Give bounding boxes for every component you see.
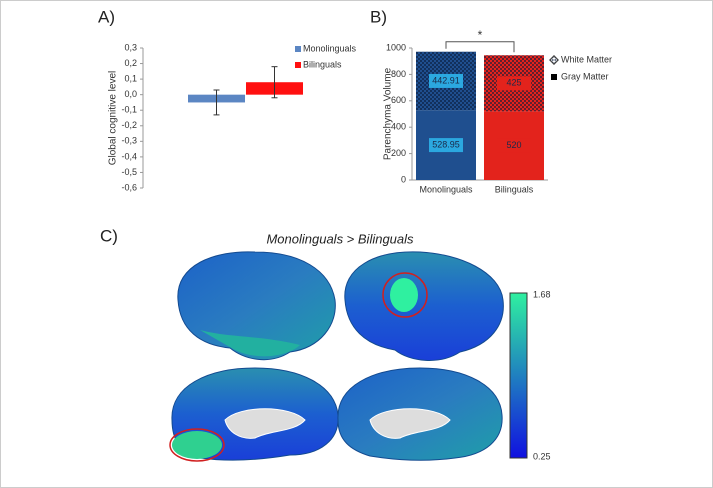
panel-label: C) — [100, 226, 118, 245]
legend-swatch — [551, 74, 557, 80]
y-tick-label: -0,3 — [121, 136, 137, 146]
data-label-box — [429, 73, 463, 88]
legend-label: White Matter — [561, 54, 612, 64]
data-label-box — [497, 76, 531, 91]
colorbar-min-label: 0.25 — [533, 451, 551, 461]
highlight-circle — [382, 272, 428, 318]
data-label: 520 — [506, 140, 521, 150]
brain-region — [172, 431, 222, 459]
y-tick-label: 200 — [391, 148, 406, 158]
y-tick-label: 600 — [391, 95, 406, 105]
y-tick-label: 0,3 — [124, 42, 137, 52]
y-tick-label: -0,2 — [121, 120, 137, 130]
data-label: 442.91 — [432, 75, 460, 85]
data-label: 528.95 — [432, 139, 460, 149]
y-tick-label: 400 — [391, 122, 406, 132]
x-tick-label: Bilinguals — [495, 184, 534, 194]
significance-bracket — [445, 41, 515, 53]
y-tick-label: 0,0 — [124, 89, 137, 99]
colorbar-max-label: 1.68 — [533, 289, 551, 299]
y-tick-label: 800 — [391, 69, 406, 79]
panel-title: Monolinguals > Bilinguals — [266, 231, 414, 246]
annotation: * — [478, 28, 483, 42]
y-tick-label: 0,2 — [124, 58, 137, 68]
legend-label: Gray Matter — [561, 71, 609, 81]
colorbar — [509, 292, 528, 459]
y-tick-label: -0,5 — [121, 167, 137, 177]
legend-swatch — [295, 46, 301, 52]
legend-label: Monolinguals — [303, 43, 357, 53]
legend-swatch — [549, 55, 559, 65]
y-tick-label: 0 — [401, 174, 406, 184]
data-label: 425 — [506, 78, 521, 88]
brain-region — [390, 278, 418, 312]
brain-images — [169, 251, 504, 462]
panel-label: A) — [98, 7, 115, 26]
panel-label: B) — [370, 7, 387, 26]
y-tick-label: 1000 — [386, 42, 406, 52]
brain-lateral-left — [177, 251, 336, 361]
y-tick-label: -0,1 — [121, 105, 137, 115]
data-label-box — [429, 138, 463, 153]
legend-swatch — [295, 62, 301, 68]
x-tick-label: Monolinguals — [419, 184, 473, 194]
y-tick-label: 0,1 — [124, 73, 137, 83]
y-axis-label: Parenchyma Volume — [383, 67, 394, 160]
data-label-box — [497, 138, 531, 153]
brain-ventricle — [224, 408, 306, 439]
y-tick-label: -0,6 — [121, 182, 137, 192]
legend-label: Bilinguals — [303, 59, 342, 69]
brain-ventricle — [369, 408, 451, 439]
y-axis-label: Global cognitive level — [108, 71, 119, 166]
brain-region — [200, 330, 300, 357]
y-tick-label: -0,4 — [121, 151, 137, 161]
highlight-circle — [169, 428, 225, 462]
